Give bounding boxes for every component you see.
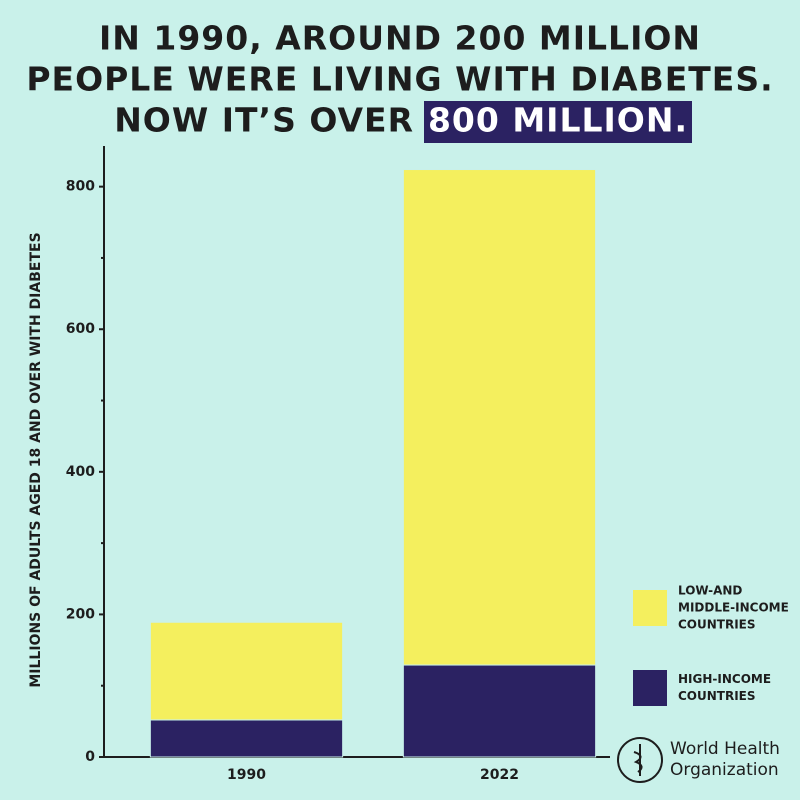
legend-label: HIGH-INCOME [678, 672, 771, 686]
title-line: NOW IT’S OVER [114, 101, 414, 140]
bar-segment [402, 664, 597, 758]
title-highlight-box [424, 101, 692, 143]
legend-label: LOW-AND [678, 584, 742, 598]
legend-swatch [633, 590, 667, 626]
logo-text: World Health [670, 739, 780, 759]
legend-label: MIDDLE-INCOME [678, 601, 789, 615]
logo-text: Organization [670, 760, 779, 780]
y-tick-label: 800 [66, 179, 95, 195]
legend-swatch [633, 670, 667, 706]
y-tick-label: 400 [66, 464, 95, 480]
title-highlight: 800 MILLION. [428, 101, 688, 140]
bar-segment [149, 719, 344, 758]
bar-segment [402, 169, 597, 666]
bar-segment [149, 621, 344, 721]
title-line: IN 1990, AROUND 200 MILLION [99, 19, 701, 58]
y-tick-label: 0 [85, 749, 95, 765]
who-emblem [617, 737, 663, 783]
x-tick-label: 2022 [480, 767, 519, 783]
y-tick-label: 200 [66, 606, 95, 622]
x-tick-label: 1990 [227, 767, 266, 783]
y-axis-label: MILLIONS OF ADULTS AGED 18 AND OVER WITH… [28, 232, 44, 687]
y-tick-label: 600 [66, 321, 95, 337]
legend-label: COUNTRIES [678, 689, 756, 703]
legend-label: COUNTRIES [678, 618, 756, 632]
title-line: PEOPLE WERE LIVING WITH DIABETES. [26, 60, 773, 99]
